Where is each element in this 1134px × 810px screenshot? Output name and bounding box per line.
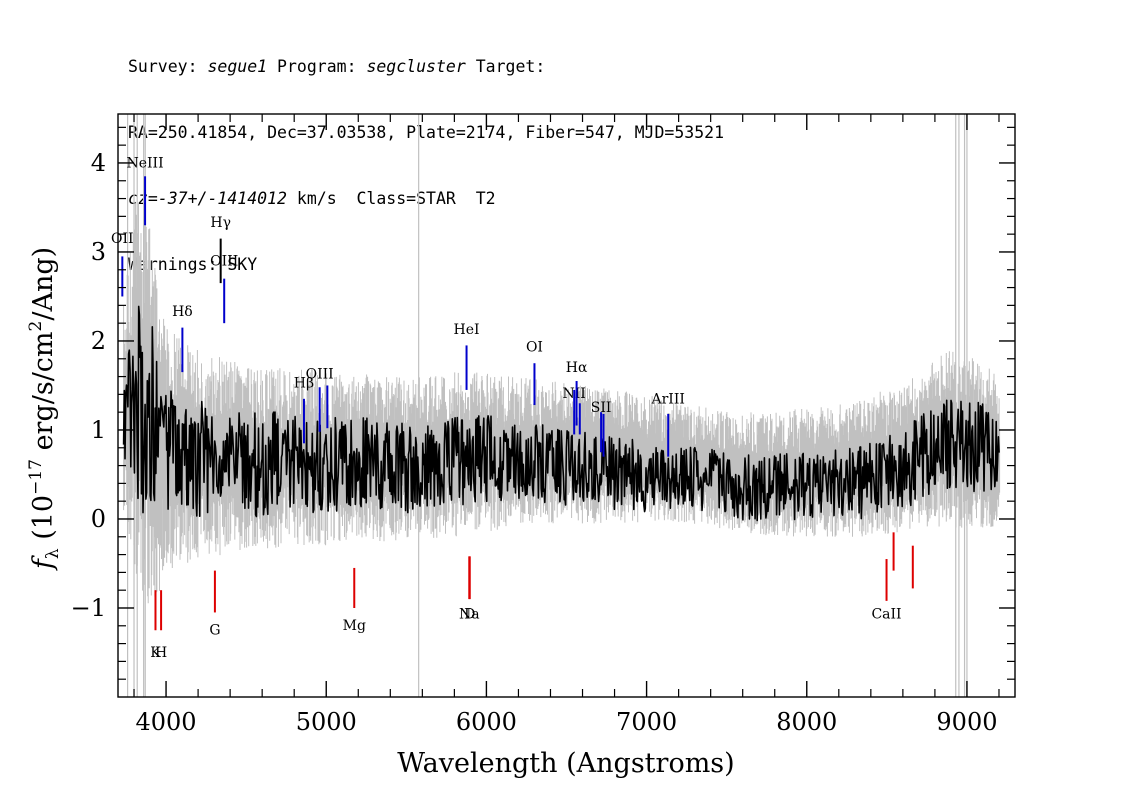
emission-line-label: NeIII [126, 155, 163, 171]
absorption-line-label: H [155, 645, 167, 661]
flux-spectrum [122, 305, 1000, 522]
x-tick-label: 9000 [936, 708, 997, 736]
spectrum-header: Survey: segue1 Program: segcluster Targe… [128, 12, 724, 298]
spectral-line-markers: OIINeIIIHδHγOIIIHβOIIIHeIOINIIHαSIIArIII… [111, 155, 914, 661]
x-tick-label: 7000 [616, 708, 677, 736]
emission-line-label: OIII [210, 253, 238, 269]
emission-line-label: Hβ [294, 375, 314, 391]
y-tick-label: 4 [91, 149, 106, 177]
header-line-warnings: Warnings: SKY [128, 255, 258, 274]
x-tick-label: 6000 [456, 708, 517, 736]
survey-value: segue1 [207, 57, 268, 76]
y-tick-label: −1 [71, 594, 106, 622]
program-value: segcluster [366, 57, 466, 76]
x-axis-label: Wavelength (Angstroms) [397, 748, 734, 779]
emission-line-label: Hα [566, 360, 588, 376]
header-line-coordinates: RA=250.41854, Dec=37.03538, Plate=2174, … [128, 123, 725, 142]
absorption-line-label: D [464, 607, 475, 623]
program-label: Program: [267, 57, 367, 76]
target-label: Target: [465, 57, 546, 76]
y-tick-label: 1 [91, 416, 106, 444]
emission-line-label: Hδ [172, 304, 193, 320]
y-tick-label: 3 [91, 238, 106, 266]
flux-line [122, 305, 1000, 522]
header-line-survey: Survey: segue1 Program: segcluster Targe… [128, 56, 724, 78]
y-tick-label: 0 [91, 505, 106, 533]
y-tick-label: 2 [91, 327, 106, 355]
plot-frame [117, 113, 1016, 698]
header-line-redshift: cz=-37+/-1414012 km/s Class=STAR T2 [128, 188, 724, 210]
absorption-line-label: CaII [871, 607, 901, 623]
y-axis-label: fλ (10−17 erg/s/cm2/Ang) [26, 247, 63, 571]
absorption-line-label: G [209, 623, 220, 639]
x-tick-label: 8000 [776, 708, 837, 736]
absorption-line-label: K [150, 645, 161, 661]
axes: 4000 5000 6000 7000 8000 9000 −1 0 1 2 3 4 [71, 113, 1016, 736]
x-tick-label: 5000 [296, 708, 357, 736]
class-value: km/s Class=STAR T2 [286, 189, 496, 208]
x-tick-label: 4000 [136, 708, 197, 736]
emission-line-label: OII [111, 231, 134, 247]
emission-line-label: OIII [306, 366, 334, 382]
emission-line-label: HeI [454, 322, 480, 338]
error-band [123, 114, 1001, 697]
emission-line-label: ArIII [651, 391, 685, 407]
emission-line-label: Hγ [210, 215, 231, 231]
redshift-value: cz=-37+/-1414012 [128, 189, 287, 208]
emission-line-label: NII [563, 386, 586, 402]
absorption-line-label: Na [459, 607, 480, 623]
emission-line-label: SII [591, 400, 612, 416]
emission-line-label: OI [526, 340, 543, 356]
error-band-strokes [123, 202, 1001, 604]
absorption-line-label: Mg [343, 618, 366, 634]
survey-label: Survey: [128, 57, 208, 76]
